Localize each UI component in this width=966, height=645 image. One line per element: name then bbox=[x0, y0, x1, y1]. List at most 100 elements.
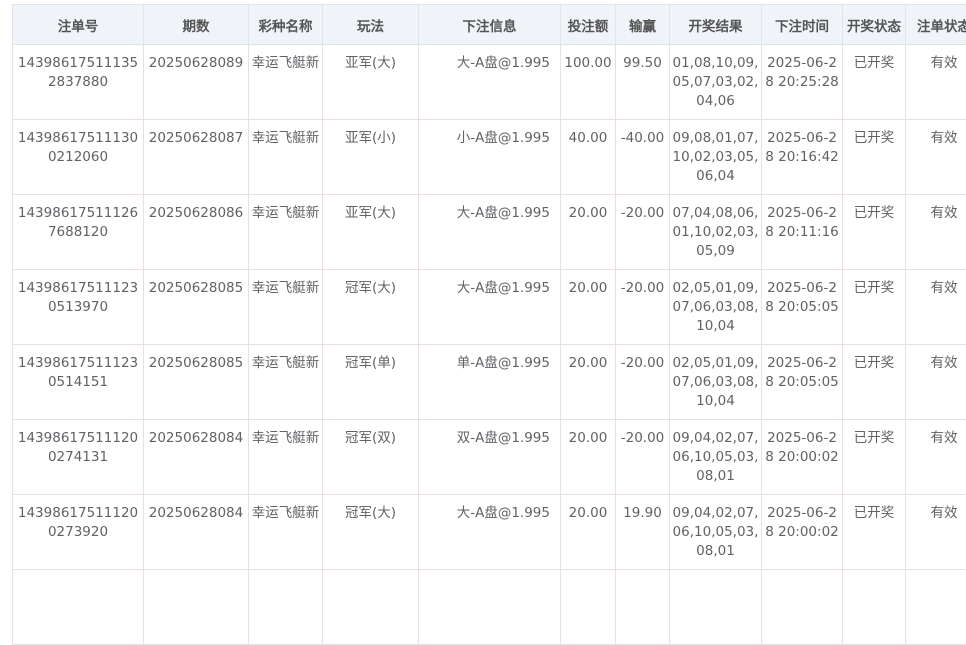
column-header-lottery-name: 彩种名称 bbox=[249, 5, 323, 45]
column-header-bet-info: 下注信息 bbox=[419, 5, 561, 45]
cell-bet-info: 大-A盘@1.995 bbox=[419, 195, 561, 270]
cell-play-type: 亚军(大) bbox=[323, 195, 419, 270]
cell-bet-id: 143986175111230513970 bbox=[13, 270, 144, 345]
cell-lottery-name: 幸运飞艇新 bbox=[249, 120, 323, 195]
cell-empty bbox=[323, 570, 419, 645]
cell-lottery-name: 幸运飞艇新 bbox=[249, 495, 323, 570]
bet-records-table-container: 注单号期数彩种名称玩法下注信息投注额输赢开奖结果下注时间开奖状态注单状态 143… bbox=[12, 4, 966, 645]
cell-draw-status: 已开奖 bbox=[843, 45, 906, 120]
cell-empty bbox=[843, 570, 906, 645]
cell-bet-time: 2025-06-28 20:00:02 bbox=[762, 495, 843, 570]
cell-period: 20250628084 bbox=[144, 420, 249, 495]
cell-bet-info: 大-A盘@1.995 bbox=[419, 270, 561, 345]
cell-lottery-name: 幸运飞艇新 bbox=[249, 45, 323, 120]
cell-bet-id: 143986175111200273920 bbox=[13, 495, 144, 570]
cell-bet-info: 单-A盘@1.995 bbox=[419, 345, 561, 420]
cell-empty bbox=[670, 570, 762, 645]
column-header-bet-status: 注单状态 bbox=[906, 5, 966, 45]
cell-win-loss: -20.00 bbox=[616, 270, 670, 345]
column-header-bet-id: 注单号 bbox=[13, 5, 144, 45]
cell-draw-result: 09,08,01,07,10,02,03,05,06,04 bbox=[670, 120, 762, 195]
cell-empty bbox=[906, 570, 966, 645]
cell-period: 20250628085 bbox=[144, 270, 249, 345]
cell-draw-result: 01,08,10,09,05,07,03,02,04,06 bbox=[670, 45, 762, 120]
cell-play-type: 亚军(大) bbox=[323, 45, 419, 120]
table-row-partial bbox=[13, 570, 966, 645]
column-header-period: 期数 bbox=[144, 5, 249, 45]
cell-bet-id: 143986175111230514151 bbox=[13, 345, 144, 420]
cell-draw-result: 02,05,01,09,07,06,03,08,10,04 bbox=[670, 345, 762, 420]
cell-bet-status: 有效 bbox=[906, 195, 966, 270]
column-header-draw-status: 开奖状态 bbox=[843, 5, 906, 45]
cell-empty bbox=[249, 570, 323, 645]
cell-bet-time: 2025-06-28 20:05:05 bbox=[762, 345, 843, 420]
cell-draw-result: 09,04,02,07,06,10,05,03,08,01 bbox=[670, 420, 762, 495]
cell-bet-id: 143986175111352837880 bbox=[13, 45, 144, 120]
cell-bet-status: 有效 bbox=[906, 345, 966, 420]
table-header-row: 注单号期数彩种名称玩法下注信息投注额输赢开奖结果下注时间开奖状态注单状态 bbox=[13, 5, 966, 45]
bet-records-table: 注单号期数彩种名称玩法下注信息投注额输赢开奖结果下注时间开奖状态注单状态 143… bbox=[12, 4, 966, 645]
cell-win-loss: -20.00 bbox=[616, 345, 670, 420]
cell-bet-time: 2025-06-28 20:25:28 bbox=[762, 45, 843, 120]
cell-period: 20250628084 bbox=[144, 495, 249, 570]
cell-bet-time: 2025-06-28 20:05:05 bbox=[762, 270, 843, 345]
cell-draw-result: 02,05,01,09,07,06,03,08,10,04 bbox=[670, 270, 762, 345]
cell-play-type: 冠军(单) bbox=[323, 345, 419, 420]
cell-bet-status: 有效 bbox=[906, 120, 966, 195]
cell-play-type: 亚军(小) bbox=[323, 120, 419, 195]
cell-win-loss: 19.90 bbox=[616, 495, 670, 570]
column-header-draw-result: 开奖结果 bbox=[670, 5, 762, 45]
cell-draw-status: 已开奖 bbox=[843, 345, 906, 420]
cell-period: 20250628087 bbox=[144, 120, 249, 195]
column-header-play-type: 玩法 bbox=[323, 5, 419, 45]
cell-bet-time: 2025-06-28 20:16:42 bbox=[762, 120, 843, 195]
cell-empty bbox=[762, 570, 843, 645]
cell-draw-status: 已开奖 bbox=[843, 120, 906, 195]
cell-win-loss: -20.00 bbox=[616, 420, 670, 495]
cell-play-type: 冠军(大) bbox=[323, 495, 419, 570]
cell-period: 20250628086 bbox=[144, 195, 249, 270]
cell-draw-status: 已开奖 bbox=[843, 495, 906, 570]
cell-bet-info: 双-A盘@1.995 bbox=[419, 420, 561, 495]
cell-bet-amount: 20.00 bbox=[561, 195, 616, 270]
cell-bet-amount: 20.00 bbox=[561, 270, 616, 345]
cell-lottery-name: 幸运飞艇新 bbox=[249, 345, 323, 420]
cell-empty bbox=[419, 570, 561, 645]
cell-win-loss: -40.00 bbox=[616, 120, 670, 195]
cell-draw-status: 已开奖 bbox=[843, 420, 906, 495]
cell-draw-result: 09,04,02,07,06,10,05,03,08,01 bbox=[670, 495, 762, 570]
cell-lottery-name: 幸运飞艇新 bbox=[249, 270, 323, 345]
cell-bet-time: 2025-06-28 20:11:16 bbox=[762, 195, 843, 270]
cell-bet-status: 有效 bbox=[906, 420, 966, 495]
cell-period: 20250628089 bbox=[144, 45, 249, 120]
cell-bet-id: 143986175111300212060 bbox=[13, 120, 144, 195]
cell-empty bbox=[13, 570, 144, 645]
cell-draw-result: 07,04,08,06,01,10,02,03,05,09 bbox=[670, 195, 762, 270]
cell-win-loss: -20.00 bbox=[616, 195, 670, 270]
cell-bet-amount: 40.00 bbox=[561, 120, 616, 195]
cell-bet-status: 有效 bbox=[906, 270, 966, 345]
cell-bet-id: 143986175111267688120 bbox=[13, 195, 144, 270]
cell-empty bbox=[144, 570, 249, 645]
column-header-bet-time: 下注时间 bbox=[762, 5, 843, 45]
cell-bet-time: 2025-06-28 20:00:02 bbox=[762, 420, 843, 495]
cell-bet-amount: 20.00 bbox=[561, 345, 616, 420]
cell-lottery-name: 幸运飞艇新 bbox=[249, 420, 323, 495]
cell-bet-status: 有效 bbox=[906, 495, 966, 570]
cell-bet-amount: 100.00 bbox=[561, 45, 616, 120]
cell-bet-id: 143986175111200274131 bbox=[13, 420, 144, 495]
cell-bet-info: 小-A盘@1.995 bbox=[419, 120, 561, 195]
cell-empty bbox=[561, 570, 616, 645]
column-header-win-loss: 输赢 bbox=[616, 5, 670, 45]
column-header-bet-amount: 投注额 bbox=[561, 5, 616, 45]
cell-draw-status: 已开奖 bbox=[843, 195, 906, 270]
cell-bet-amount: 20.00 bbox=[561, 495, 616, 570]
cell-play-type: 冠军(双) bbox=[323, 420, 419, 495]
